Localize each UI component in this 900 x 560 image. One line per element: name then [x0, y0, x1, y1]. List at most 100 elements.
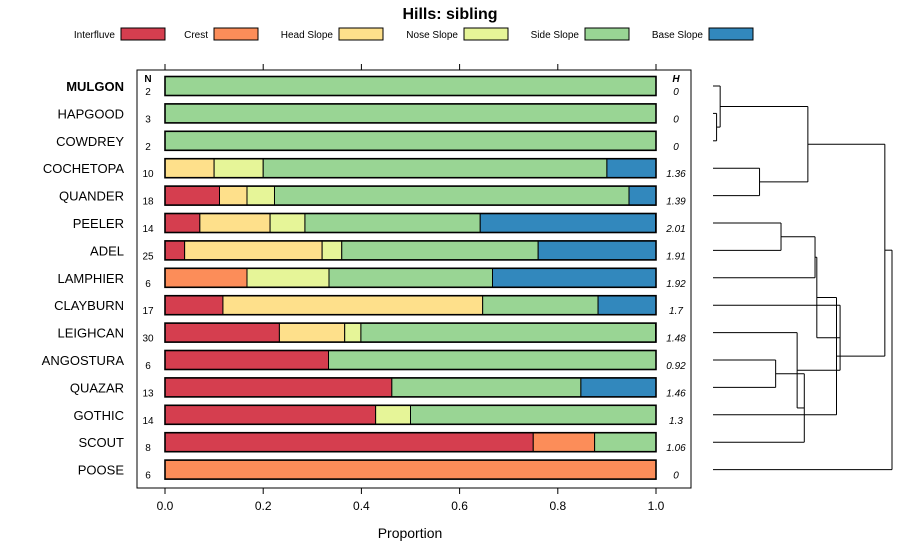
- bar-segment: [304, 213, 481, 233]
- bar-outline: [164, 103, 657, 124]
- bar-segment: [328, 350, 657, 370]
- category-label: PEELER: [73, 216, 124, 231]
- n-value: 14: [142, 416, 154, 427]
- category-label: CLAYBURN: [54, 298, 124, 313]
- bar-outline: [164, 157, 657, 179]
- category-label: LEIGHCAN: [58, 326, 124, 341]
- n-value: 3: [145, 114, 151, 125]
- bar-segment: [606, 158, 657, 179]
- n-header: N: [144, 74, 151, 85]
- chart-title: Hills: sibling: [402, 6, 497, 23]
- dendrogram: [713, 85, 893, 471]
- legend-swatch: [213, 27, 259, 41]
- bar-outline: [164, 377, 657, 398]
- bar-segment: [184, 240, 323, 261]
- x-axis: 0.0 0.2 0.4 0.6 0.8 1.0: [157, 64, 665, 513]
- legend-label: Base Slope: [652, 30, 704, 41]
- plot-frame: [136, 69, 692, 489]
- n-value: 6: [145, 361, 151, 372]
- bar-segment: [482, 295, 599, 316]
- legend-label: Nose Slope: [406, 30, 458, 41]
- category-label: POOSE: [78, 463, 125, 478]
- x-axis-label: Proportion: [378, 525, 443, 541]
- x-tick-label: 0.0: [157, 499, 174, 513]
- h-value: 0.92: [666, 361, 686, 372]
- x-tick-label: 1.0: [648, 499, 665, 513]
- legend-label: Head Slope: [281, 30, 334, 41]
- bar-outline: [164, 185, 657, 206]
- bar-segment: [164, 432, 534, 453]
- bar-segment: [164, 459, 657, 480]
- category-label: QUAZAR: [70, 380, 124, 395]
- h-value: 2.01: [665, 224, 685, 235]
- bar-segment: [164, 267, 248, 288]
- bar-outline: [164, 404, 657, 426]
- h-header: H: [672, 74, 680, 85]
- category-label: GOTHIC: [73, 408, 124, 423]
- n-value: 6: [145, 471, 151, 482]
- bar-segment: [360, 322, 657, 343]
- h-value: 0: [673, 87, 679, 98]
- bar-segment: [164, 404, 377, 425]
- n-value: 17: [142, 306, 154, 317]
- x-tick-label: 0.2: [255, 499, 272, 513]
- legend-swatch: [120, 27, 166, 41]
- bar-segment: [341, 240, 539, 261]
- bar-segment: [344, 322, 362, 343]
- bar-segment: [164, 213, 201, 233]
- category-label: ANGOSTURA: [42, 353, 125, 368]
- bar-outline: [164, 75, 657, 97]
- h-value: 1.48: [666, 334, 686, 345]
- bar-segment: [164, 322, 280, 343]
- legend-swatch: [708, 27, 754, 41]
- bar-segment: [246, 267, 330, 288]
- bar-outline: [164, 322, 657, 343]
- legend-swatch: [338, 27, 384, 41]
- category-label: LAMPHIER: [58, 271, 124, 286]
- n-value: 8: [145, 443, 151, 454]
- bar-segment: [164, 295, 224, 316]
- legend: Interfluve Crest Head Slope Nose Slope Side …: [74, 27, 754, 41]
- bar-segment: [246, 185, 275, 206]
- bar-segment: [164, 158, 215, 179]
- bar-segment: [537, 240, 657, 261]
- bar-outline: [164, 212, 657, 234]
- h-value: 1.3: [669, 416, 683, 427]
- n-value: 30: [142, 334, 154, 345]
- bar-segment: [262, 158, 608, 179]
- bar-segment: [375, 404, 412, 425]
- h-value: 1.06: [666, 443, 686, 454]
- h-value: 1.92: [666, 279, 686, 290]
- x-tick-label: 0.4: [353, 499, 370, 513]
- h-value: 1.39: [666, 197, 686, 208]
- bar-segment: [391, 377, 582, 398]
- category-label: MULGON: [66, 79, 124, 94]
- h-value: 1.7: [669, 306, 683, 317]
- bar-segment: [222, 295, 484, 316]
- category-label: SCOUT: [79, 435, 125, 450]
- n-value: 2: [145, 142, 151, 153]
- bar-segment: [164, 130, 657, 151]
- bar-segment: [479, 213, 657, 233]
- bar-segment: [321, 240, 343, 261]
- x-tick-label: 0.6: [451, 499, 468, 513]
- h-value: 0: [673, 114, 679, 125]
- bar-segment: [273, 185, 630, 206]
- bar-outline: [164, 349, 657, 371]
- bar-segment: [628, 185, 657, 206]
- bar-outline: [164, 459, 657, 480]
- legend-label: Interfluve: [74, 30, 116, 41]
- bar-segment: [597, 295, 657, 316]
- category-label: COWDREY: [56, 134, 124, 149]
- bar-outline: [164, 240, 657, 261]
- bar-segment: [164, 76, 657, 96]
- bar-segment: [164, 185, 221, 206]
- bar-segment: [269, 213, 306, 233]
- bar-segment: [594, 432, 657, 453]
- bar-segment: [164, 350, 330, 370]
- bar-segment: [199, 213, 271, 233]
- legend-label: Crest: [184, 30, 208, 41]
